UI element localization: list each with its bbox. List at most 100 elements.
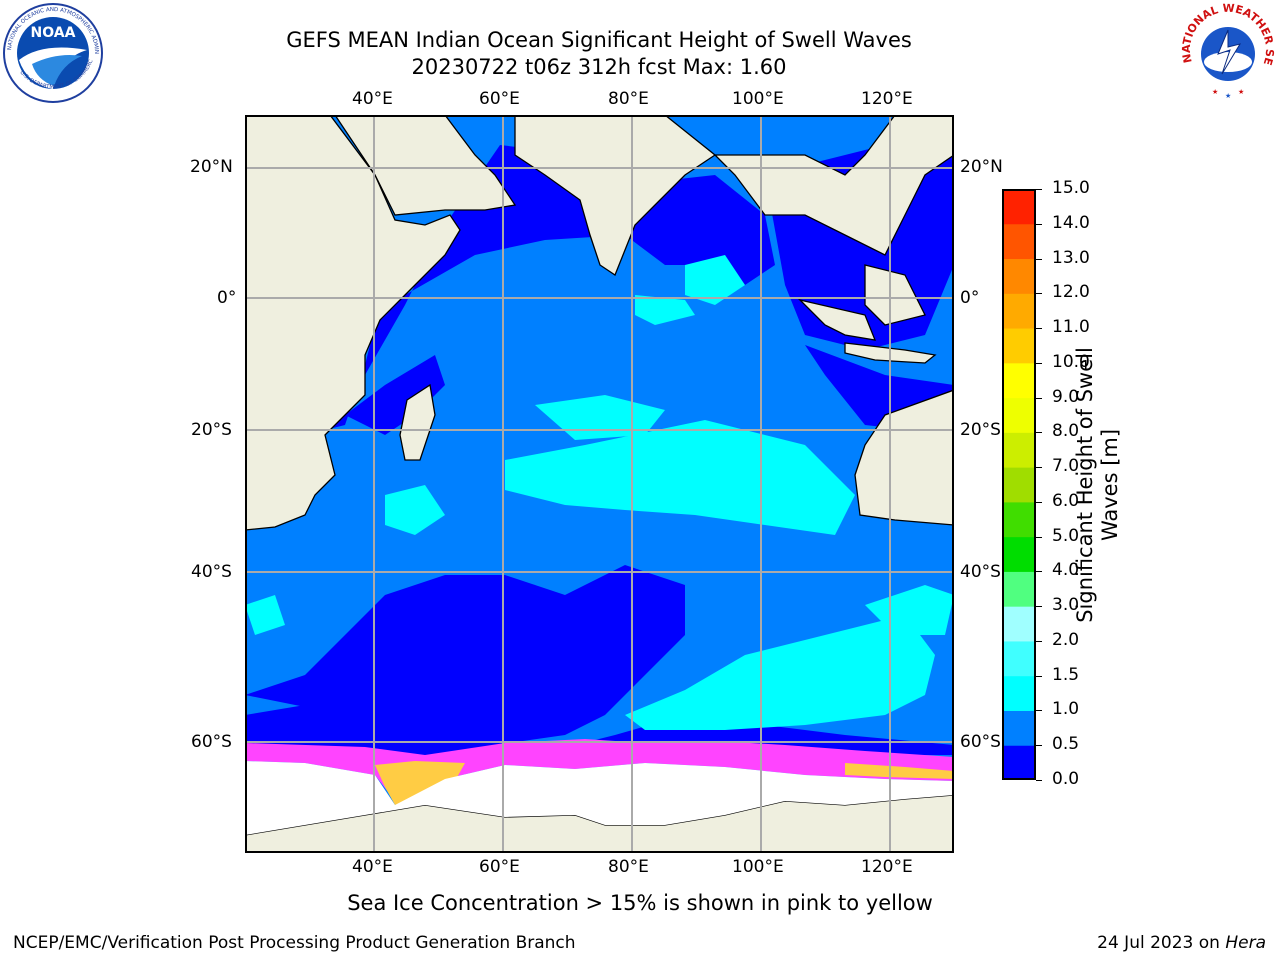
colorbar-tick-label: 5.0 <box>1052 525 1080 546</box>
colorbar-segment <box>1002 606 1036 642</box>
arabia-landmass <box>333 114 517 216</box>
colorbar-segment <box>1002 432 1036 468</box>
footer-branch: NCEP/EMC/Verification Post Processing Pr… <box>13 933 576 953</box>
colorbar-tick-label: 4.0 <box>1052 560 1080 581</box>
colorbar-segment <box>1002 328 1036 364</box>
colorbar-segment <box>1002 571 1036 607</box>
lat-label-right-20n: 20°N <box>960 157 1003 177</box>
colorbar-tick-label: 3.0 <box>1052 595 1080 616</box>
sea-ice-caption: Sea Ice Concentration > 15% is shown in … <box>347 891 933 915</box>
noaa-logo: NOAA NATIONAL OCEANIC AND ATMOSPHERIC AD… <box>0 0 104 104</box>
colorbar-tick-mark <box>1036 223 1042 225</box>
map-plot <box>244 114 955 854</box>
colorbar-segment <box>1002 189 1036 225</box>
lon-label-top-100e: 100°E <box>732 89 784 109</box>
colorbar-tick-mark <box>1036 397 1042 399</box>
lon-label-bottom-60e: 60°E <box>479 857 520 877</box>
colorbar-segment <box>1002 362 1036 399</box>
footer-date-text: 24 Jul 2023 on <box>1097 933 1226 953</box>
chart-title-line2: 20230722 t06z 312h fcst Max: 1.60 <box>411 55 787 79</box>
colorbar-tick-label: 13.0 <box>1052 247 1090 268</box>
colorbar-segment <box>1002 223 1036 260</box>
lat-label-right-60s: 60°S <box>960 732 1001 752</box>
colorbar-tick-mark <box>1036 640 1042 642</box>
colorbar-tick-label: 12.0 <box>1052 282 1090 303</box>
colorbar-tick-label: 9.0 <box>1052 386 1080 407</box>
land-areas <box>244 114 955 854</box>
sea-ice-white <box>245 761 954 835</box>
lon-label-top-40e: 40°E <box>352 89 393 109</box>
nws-logo: NATIONAL WEATHER SERVICE ★ ★ ★ <box>1174 0 1278 102</box>
lat-label-right-0: 0° <box>960 288 980 308</box>
colorbar-tick-mark <box>1036 571 1042 573</box>
colorbar-segment <box>1002 710 1036 746</box>
madagascar-landmass <box>399 383 436 461</box>
colorbar-tick-label: 1.5 <box>1052 664 1080 685</box>
lon-label-bottom-80e: 80°E <box>608 857 649 877</box>
chart-title-line1: GEFS MEAN Indian Ocean Significant Heigh… <box>286 28 912 52</box>
africa-landmass <box>244 114 461 531</box>
svg-text:★: ★ <box>1238 88 1244 96</box>
colorbar-tick-mark <box>1036 606 1042 608</box>
colorbar-tick-label: 15.0 <box>1052 178 1090 198</box>
footer-date: 24 Jul 2023 on Hera <box>1097 933 1266 953</box>
colorbar-tick-label: 6.0 <box>1052 490 1080 511</box>
colorbar-segment <box>1002 397 1036 433</box>
colorbar-tick-label: 10.0 <box>1052 351 1090 372</box>
colorbar-frame <box>1002 189 1036 780</box>
lon-label-bottom-120e: 120°E <box>861 857 913 877</box>
colorbar-tick-mark <box>1036 258 1042 260</box>
lat-label-left-60s: 60°S <box>191 732 232 752</box>
colorbar-tick-mark <box>1036 501 1042 503</box>
colorbar-tick-label: 8.0 <box>1052 421 1080 442</box>
lat-label-left-40s: 40°S <box>191 562 232 582</box>
lat-label-right-40s: 40°S <box>960 562 1001 582</box>
colorbar-tick-mark <box>1036 536 1042 538</box>
lat-label-right-20s: 20°S <box>960 420 1001 440</box>
colorbar-segment <box>1002 501 1036 538</box>
colorbar-tick-mark <box>1036 780 1042 781</box>
sea-ice-band <box>245 739 954 805</box>
colorbar <box>1002 189 1036 781</box>
sumatra-landmass <box>797 298 877 341</box>
colorbar-segment <box>1002 536 1036 572</box>
lon-label-bottom-100e: 100°E <box>732 857 784 877</box>
colorbar-tick-mark <box>1036 675 1042 677</box>
colorbar-tick-label: 2.0 <box>1052 629 1080 650</box>
colorbar-tick-mark <box>1036 710 1042 712</box>
lon-label-top-80e: 80°E <box>608 89 649 109</box>
colorbar-tick-label: 7.0 <box>1052 456 1080 477</box>
colorbar-segment <box>1002 640 1036 677</box>
colorbar-tick-label: 1.0 <box>1052 699 1080 720</box>
colorbar-tick-mark <box>1036 328 1042 330</box>
colorbar-tick-mark <box>1036 467 1042 469</box>
colorbar-label-line2: Waves [m] <box>1098 428 1122 542</box>
colorbar-segment <box>1002 258 1036 294</box>
colorbar-tick-mark <box>1036 189 1042 190</box>
colorbar-segment <box>1002 675 1036 711</box>
lon-label-top-60e: 60°E <box>479 89 520 109</box>
colorbar-segment <box>1002 293 1036 329</box>
colorbar-tick-label: 0.5 <box>1052 734 1080 755</box>
colorbar-tick-mark <box>1036 293 1042 295</box>
lon-label-top-120e: 120°E <box>861 89 913 109</box>
lat-label-left-20n: 20°N <box>190 157 233 177</box>
colorbar-segment <box>1002 467 1036 503</box>
colorbar-tick-mark <box>1036 362 1042 364</box>
lat-label-left-20s: 20°S <box>191 420 232 440</box>
footer-machine: Hera <box>1225 933 1266 953</box>
colorbar-ticks: 0.0 0.5 1.0 1.5 2.0 3.0 4.0 5.0 6.0 7.0 8.0 9.0 10.0… <box>1036 0 1120 960</box>
svg-text:★: ★ <box>1212 88 1218 96</box>
colorbar-tick-mark <box>1036 745 1042 747</box>
colorbar-tick-label: 11.0 <box>1052 317 1090 338</box>
lon-label-bottom-40e: 40°E <box>352 857 393 877</box>
svg-text:★: ★ <box>1225 92 1231 100</box>
colorbar-tick-label: 14.0 <box>1052 212 1090 233</box>
map-frame <box>245 115 954 853</box>
lat-label-left-0: 0° <box>217 288 237 308</box>
higher-swell-regions <box>245 255 954 730</box>
colorbar-segment <box>1002 745 1036 781</box>
colorbar-tick-label: 0.0 <box>1052 769 1080 789</box>
gridlines <box>245 115 954 853</box>
svg-text:NOAA: NOAA <box>31 25 76 41</box>
